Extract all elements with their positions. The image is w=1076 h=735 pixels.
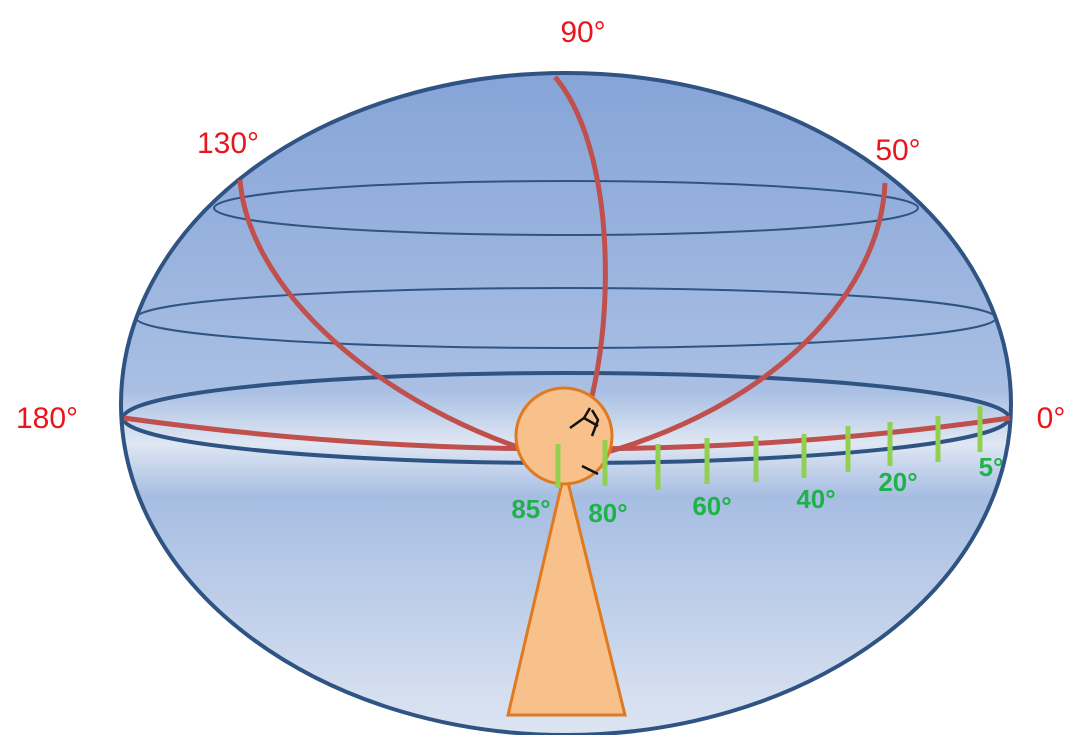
azimuth-label-90: 90° [560,16,605,49]
elevation-ticks [555,406,983,490]
observer-head [514,386,614,486]
azimuth-label-130: 130° [197,127,259,160]
observer-figure [506,386,627,717]
elevation-label-5: 5° [979,452,1004,482]
elevation-label-85: 85° [511,494,550,524]
meridian-130 [237,179,569,465]
azimuth-label-180: 180° [16,402,78,435]
altitude-circle-middle [135,287,997,349]
elevation-label-40: 40° [796,484,835,514]
elevation-label-60: 60° [692,491,731,521]
altitude-circle-upper [213,180,919,236]
azimuth-label-0: 0° [1037,402,1066,435]
meridian-50 [567,182,888,465]
observer-body [506,469,627,717]
elevation-label-20: 20° [878,467,917,497]
eye-icon [569,407,600,476]
azimuth-label-50: 50° [875,134,920,167]
elevation-label-80: 80° [588,498,627,528]
